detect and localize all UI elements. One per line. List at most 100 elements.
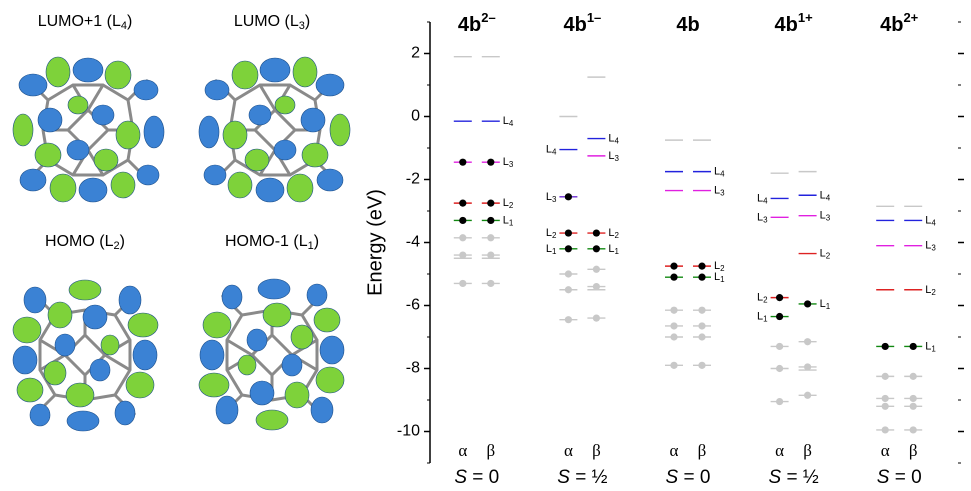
level-label: L3 xyxy=(503,156,514,169)
orbital-title: LUMO (L3) xyxy=(234,13,310,32)
orbital-title-part: ) xyxy=(127,13,132,30)
level-label-sub: 1 xyxy=(763,315,768,324)
electron xyxy=(882,426,889,433)
level-label: L4 xyxy=(757,192,768,205)
spin-value: = ½ xyxy=(570,467,608,488)
electron xyxy=(910,343,917,350)
level-label: L4 xyxy=(608,132,619,145)
orbital-title-part: ) xyxy=(314,233,319,250)
level-label-sub: 2 xyxy=(509,201,514,210)
level-label-sub: 1 xyxy=(552,247,557,256)
electron xyxy=(670,333,677,340)
electron xyxy=(882,373,889,380)
level-label-sub: 4 xyxy=(720,170,725,179)
level-label-sub: 4 xyxy=(763,197,768,206)
electron xyxy=(776,313,783,320)
y-tick-label: -2 xyxy=(406,171,420,188)
electron xyxy=(487,280,494,287)
spin-value: = 0 xyxy=(889,467,921,488)
group-name: 4b xyxy=(676,14,699,36)
level-label-sub: 2 xyxy=(615,231,620,240)
level-label-sub: 2 xyxy=(720,264,725,273)
spin-value: = 0 xyxy=(678,467,710,488)
electron xyxy=(459,159,466,166)
level-label-sub: 1 xyxy=(720,275,725,284)
electron xyxy=(670,362,677,369)
level-label-sub: 4 xyxy=(552,148,557,157)
electron xyxy=(565,286,572,293)
y-tick-label: -8 xyxy=(406,360,420,377)
electron xyxy=(670,274,677,281)
level-label-sub: 4 xyxy=(509,119,514,128)
electron xyxy=(910,395,917,402)
electron xyxy=(565,270,572,277)
group-title: 4b xyxy=(676,14,699,36)
level-label-sub: 3 xyxy=(763,215,768,224)
electron xyxy=(565,245,572,252)
spin-label: β xyxy=(698,441,707,460)
electron xyxy=(459,217,466,224)
spin-symbol: S xyxy=(666,467,679,488)
level-label: L3 xyxy=(925,240,936,253)
electron xyxy=(670,322,677,329)
electron xyxy=(698,307,705,314)
level-label-sub: 3 xyxy=(826,214,831,223)
orbital-title-part: LUMO (L xyxy=(234,13,299,30)
spin-label: α xyxy=(458,441,467,460)
spin-label: β xyxy=(803,441,812,460)
electron xyxy=(487,217,494,224)
level-label: L1 xyxy=(757,310,768,323)
level-label: L2 xyxy=(608,227,619,240)
electron xyxy=(910,403,917,410)
electron xyxy=(459,200,466,207)
level-label-sub: 3 xyxy=(931,244,936,253)
level-label: L2 xyxy=(820,247,831,260)
spin-label: β xyxy=(592,441,601,460)
level-label: L4 xyxy=(820,189,831,202)
electron xyxy=(776,365,783,372)
level-label: L1 xyxy=(925,340,936,353)
level-label-sub: 3 xyxy=(552,195,557,204)
level-label-sub: 3 xyxy=(509,160,514,169)
level-label: L4 xyxy=(546,143,557,156)
group-name: 4b xyxy=(775,14,798,36)
group-name: 4b xyxy=(880,14,903,36)
electron xyxy=(459,280,466,287)
electron xyxy=(487,159,494,166)
orbital-title: HOMO (L2) xyxy=(45,233,125,252)
electron xyxy=(698,274,705,281)
electron xyxy=(776,343,783,350)
spin-label: α xyxy=(775,441,784,460)
level-label-sub: 2 xyxy=(826,252,831,261)
level-label-sub: 1 xyxy=(931,345,936,354)
electron xyxy=(565,316,572,323)
electron xyxy=(698,263,705,270)
electron xyxy=(804,338,811,345)
spin-label: α xyxy=(564,441,573,460)
electron xyxy=(776,398,783,405)
level-label: L2 xyxy=(925,284,936,297)
electron xyxy=(882,395,889,402)
orbital-title: HOMO-1 (L1) xyxy=(225,233,319,252)
group-charge: 2+ xyxy=(903,10,918,25)
level-label: L2 xyxy=(503,197,514,210)
electron xyxy=(882,403,889,410)
spin-symbol: S xyxy=(769,467,782,488)
spin-state: S = 0 xyxy=(666,467,711,488)
level-label-sub: 2 xyxy=(931,288,936,297)
spin-state: S = 0 xyxy=(877,467,922,488)
electron xyxy=(565,193,572,200)
orbital-title-part: ) xyxy=(120,233,125,250)
spin-label: α xyxy=(881,441,890,460)
level-label: L2 xyxy=(546,227,557,240)
level-label-sub: 1 xyxy=(826,302,831,311)
spin-value: = 0 xyxy=(467,467,499,488)
level-label: L3 xyxy=(546,191,557,204)
level-label-sub: 2 xyxy=(552,231,557,240)
y-tick-label: 0 xyxy=(411,108,420,125)
spin-state: S = ½ xyxy=(557,467,607,488)
electron xyxy=(565,229,572,236)
group-name: 4b xyxy=(563,14,586,36)
electron xyxy=(593,266,600,273)
spin-state: S = 0 xyxy=(454,467,499,488)
